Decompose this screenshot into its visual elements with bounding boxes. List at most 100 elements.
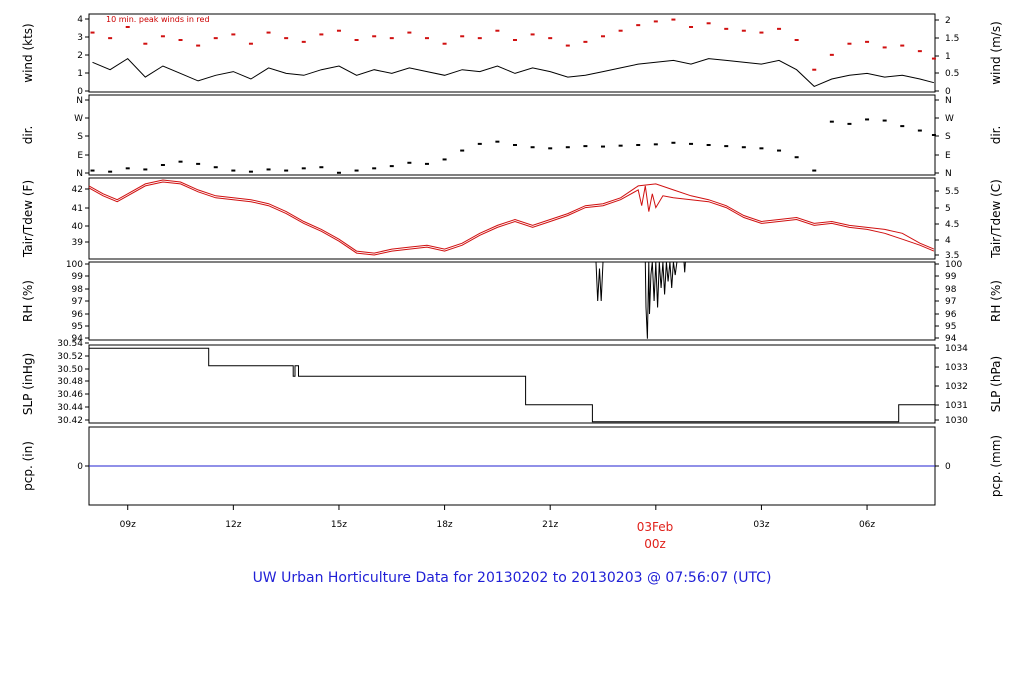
temp-right-tick-label: 4.5 [945, 220, 959, 230]
wind-10-min-peak-winds-point [777, 27, 782, 30]
wind-right-tick-label: 2 [945, 16, 951, 26]
rh-right-tick-label: 100 [945, 260, 962, 270]
dir-wind-direction-point [125, 167, 130, 170]
dir-left-tick-label: E [77, 151, 83, 161]
rh-ylabel-left: RH (%) [21, 280, 35, 322]
dir-wind-direction-point [178, 160, 183, 163]
wind-10-min-peak-winds-point [671, 18, 676, 21]
slp-right-tick-label: 1033 [945, 363, 968, 373]
wind-10-min-peak-winds-point [618, 29, 623, 32]
wind-10-min-peak-winds-point [917, 50, 922, 53]
wind-ylabel-right: wind (m/s) [989, 21, 1003, 85]
dir-wind-direction-point [477, 142, 482, 145]
wind-10-min-peak-winds-point [90, 31, 95, 34]
dir-left-tick-label: N [76, 169, 83, 179]
dir-wind-direction-point [336, 171, 341, 174]
wind-10-min-peak-winds-point [372, 35, 377, 38]
dir-frame [88, 94, 936, 176]
wind-10-min-peak-winds-point [548, 37, 553, 40]
rh-left-tick-label: 94 [72, 334, 84, 344]
rh-left-tick-label: 97 [72, 297, 83, 307]
wind-10-min-peak-winds-point [931, 57, 936, 60]
dir-left-tick-label: W [74, 114, 83, 124]
slp-panel: 30.42 30.44 30.46 30.48 30.50 30.52 30.54 1030 1… [21, 339, 1003, 426]
dir-wind-direction-point [442, 158, 447, 161]
temp-right-tick-label: 3.5 [945, 251, 959, 261]
dir-wind-direction-point [389, 165, 394, 168]
wind-10-min-peak-winds-point [336, 29, 341, 32]
dir-right-tick-label: W [945, 114, 954, 124]
wind-right-tick-label: 1 [945, 52, 951, 62]
dir-wind-direction-point [583, 145, 588, 148]
wind-10-min-peak-winds-point [178, 39, 183, 41]
slp-right-tick-label: 1032 [945, 382, 968, 392]
rh-left-tick-label: 96 [72, 310, 84, 320]
date-sublabel: 00z [644, 537, 666, 551]
slp-slp-line [89, 347, 935, 423]
wind-10-min-peak-winds-point [865, 40, 870, 43]
rh-left-tick-label: 99 [72, 272, 84, 282]
dir-wind-direction-point [706, 144, 711, 146]
dir-wind-direction-point [108, 170, 113, 173]
slp-frame [88, 344, 936, 424]
wind-10-min-peak-winds-point [231, 33, 236, 36]
dir-wind-direction-point [530, 146, 535, 149]
wind-10-min-peak-winds-point [108, 37, 113, 40]
x-tick-label: 15z [331, 520, 347, 530]
dir-right-tick-label: N [945, 169, 952, 179]
dir-wind-direction-point [90, 169, 95, 172]
wind-10-min-peak-winds-point [741, 29, 746, 32]
dir-ylabel-right: dir. [989, 126, 1003, 145]
dir-wind-direction-point [354, 169, 359, 172]
wind-10-min-peak-winds-point [530, 33, 535, 36]
wind-left-tick-label: 0 [77, 87, 83, 97]
dir-wind-direction-point [671, 141, 676, 144]
dir-wind-direction-point [319, 166, 324, 169]
slp-left-tick-label: 30.50 [57, 365, 83, 375]
wind-10-min-peak-winds-point [213, 37, 218, 40]
temp-ylabel-left: Tair/Tdew (F) [21, 180, 35, 258]
x-axis: 09z 12z 15z 18z 21z 03z 06z [120, 505, 875, 530]
wind-10-min-peak-winds-point [724, 27, 729, 30]
dir-wind-direction-point [829, 120, 834, 123]
dir-wind-direction-point [248, 170, 253, 173]
slp-left-tick-label: 30.48 [57, 377, 83, 387]
dir-wind-direction-point [213, 166, 218, 169]
slp-ylabel-left: SLP (inHg) [21, 353, 35, 415]
wind-left-tick-label: 1 [77, 69, 83, 79]
wind-10-min-peak-winds-point [477, 37, 482, 40]
temp-tdew-line [88, 181, 935, 256]
wind-panel: 0 1 2 3 4 0 0.5 1 1.5 2 wind (kts) wind (m/s) 10 min… [21, 13, 1003, 97]
x-tick-label: 12z [225, 520, 241, 530]
temp-frame [88, 177, 936, 260]
dir-wind-direction-point [653, 143, 658, 146]
dir-wind-direction-point [160, 164, 165, 166]
dir-wind-direction-point [741, 146, 746, 149]
wind-10-min-peak-winds-point [601, 35, 606, 38]
slp-ylabel-right: SLP (hPa) [989, 356, 1003, 412]
wind-10-min-peak-winds-point [160, 35, 165, 38]
dir-wind-direction-point [618, 144, 623, 147]
wind-10-min-peak-winds-point [319, 33, 324, 36]
rh-rh-line [585, 261, 688, 339]
wind-10-min-peak-winds-point [636, 24, 641, 27]
wind-wind-speed-line [92, 57, 935, 87]
dir-wind-direction-point [407, 161, 412, 164]
temp-right-tick-label: 5 [945, 204, 951, 214]
wind-10-min-peak-winds-point [354, 39, 359, 41]
wind-right-tick-label: 0 [945, 87, 951, 97]
temp-panel: 39 40 41 42 3.5 4 4.5 5 5.5 Tair/Tdew (F) Tair/Tde… [21, 177, 1003, 261]
pcp-ylabel-right: pcp. (mm) [989, 435, 1003, 497]
dir-right-tick-label: N [945, 96, 952, 106]
dir-wind-direction-point [565, 146, 570, 149]
wind-10-min-peak-winds-point [759, 31, 764, 34]
dir-wind-direction-point [636, 144, 641, 146]
pcp-panel: 0 0 pcp. (in) pcp. (mm) [21, 426, 1003, 506]
rh-right-tick-label: 96 [945, 310, 957, 320]
dir-wind-direction-point [847, 122, 852, 125]
dir-wind-direction-point [689, 142, 694, 145]
wind-10-min-peak-winds-point [495, 29, 500, 32]
slp-right-tick-label: 1030 [945, 416, 968, 426]
wind-10-min-peak-winds-point [424, 37, 429, 40]
rh-right-tick-label: 94 [945, 334, 957, 344]
